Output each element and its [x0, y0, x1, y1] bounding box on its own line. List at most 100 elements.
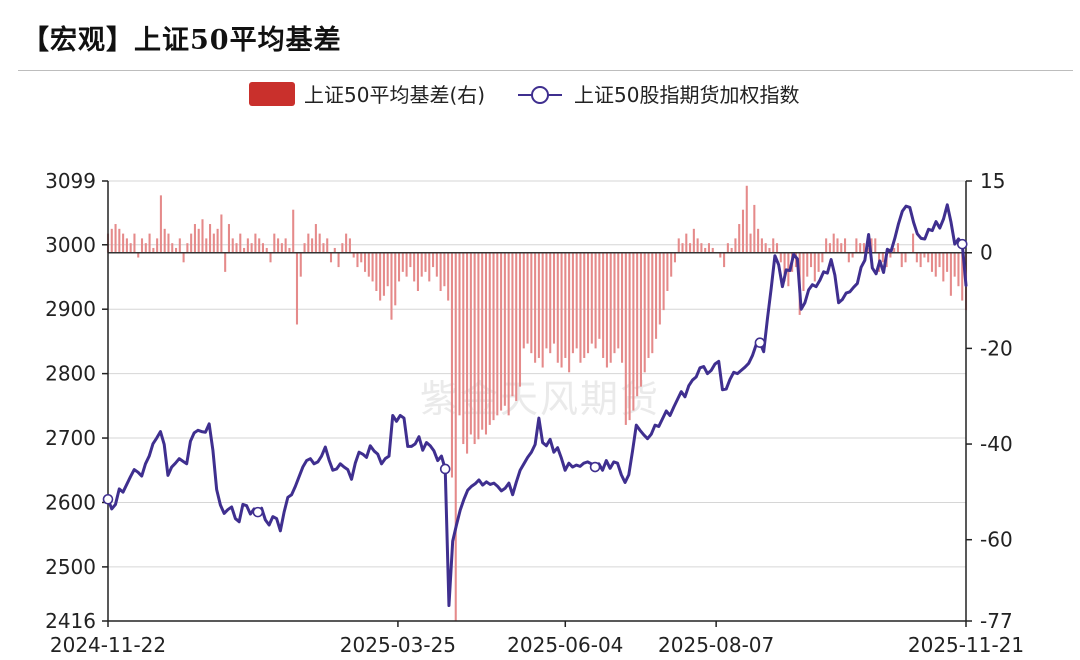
- left-tick-label: 3099: [45, 169, 96, 193]
- basis-bar: [458, 252, 461, 416]
- basis-bar: [420, 252, 423, 277]
- basis-bar: [197, 228, 200, 253]
- basis-bar: [329, 252, 333, 263]
- basis-bar: [186, 243, 189, 253]
- basis-bar: [704, 247, 707, 253]
- basis-bar: [507, 252, 510, 416]
- basis-bar: [545, 252, 548, 349]
- left-tick-label: 3000: [45, 233, 96, 257]
- basis-bar: [556, 252, 559, 363]
- basis-bar: [462, 252, 465, 445]
- title-divider: [18, 70, 1073, 71]
- legend-label-basis[interactable]: 上证50平均基差(右): [304, 83, 485, 107]
- x-tick-label: 2025-06-04: [507, 633, 623, 657]
- basis-bar: [379, 252, 382, 301]
- basis-bar: [639, 252, 642, 387]
- basis-bar: [764, 243, 767, 253]
- basis-bar: [726, 243, 729, 253]
- basis-bar: [492, 252, 495, 421]
- legend: 上证50平均基差(右) 上证50股指期货加权指数: [249, 82, 799, 107]
- basis-bar: [484, 252, 488, 435]
- basis-bar: [182, 252, 185, 263]
- legend-swatch-basis[interactable]: [249, 82, 295, 106]
- basis-bar: [560, 252, 563, 368]
- basis-bar: [530, 252, 533, 354]
- basis-bar: [942, 252, 945, 282]
- basis-bar: [201, 219, 204, 253]
- basis-bar: [246, 238, 249, 253]
- basis-bar: [753, 204, 756, 253]
- left-tick-label: 2900: [45, 297, 96, 321]
- basis-bar: [367, 252, 370, 277]
- basis-bar: [594, 252, 597, 349]
- basis-bar: [398, 252, 401, 282]
- basis-bar: [250, 243, 253, 253]
- basis-bar: [836, 238, 839, 253]
- basis-bar: [870, 238, 873, 253]
- basis-bar: [193, 224, 196, 253]
- basis-bar: [311, 238, 314, 253]
- left-tick-label: 2700: [45, 426, 96, 450]
- basis-bar: [590, 252, 593, 344]
- basis-bar: [526, 252, 529, 344]
- basis-bar: [488, 252, 491, 425]
- right-tick-label: -40: [980, 432, 1013, 456]
- basis-bar: [443, 252, 446, 287]
- basis-bar: [409, 252, 412, 268]
- basis-bar: [586, 252, 590, 354]
- basis-bar: [840, 243, 843, 253]
- basis-bar: [269, 252, 272, 263]
- basis-bar: [549, 252, 552, 354]
- basis-bar: [757, 228, 760, 253]
- basis-bar: [806, 252, 809, 277]
- legend-label-index[interactable]: 上证50股指期货加权指数: [574, 83, 799, 107]
- basis-bar: [817, 252, 820, 272]
- right-tick-label: -20: [980, 336, 1013, 360]
- basis-bar: [118, 228, 121, 253]
- basis-bar: [919, 252, 922, 268]
- basis-bar: [734, 238, 737, 253]
- basis-bar: [209, 224, 212, 253]
- basis-bar: [477, 252, 480, 440]
- basis-bar: [541, 252, 544, 368]
- axes: 2416 2500 2600 2700 2800 2900 3000 3099 -77 -60 -4…: [45, 169, 1024, 657]
- legend-marker-index[interactable]: [531, 86, 549, 104]
- basis-bar: [552, 252, 556, 344]
- basis-bar: [352, 252, 355, 258]
- basis-bar: [326, 238, 329, 253]
- basis-bar: [825, 238, 828, 253]
- basis-bar: [469, 252, 472, 435]
- basis-bar: [915, 252, 918, 263]
- basis-bar: [511, 252, 514, 397]
- basis-bar: [677, 238, 680, 253]
- basis-bar: [152, 247, 155, 253]
- x-tick-label: 2025-11-21: [908, 633, 1024, 657]
- basis-bar: [658, 252, 661, 325]
- left-tick-label: 2800: [45, 362, 96, 386]
- basis-bar: [723, 252, 726, 268]
- basis-bar: [394, 252, 397, 306]
- basis-bar: [133, 233, 136, 253]
- basis-bar: [515, 252, 518, 401]
- basis-bar: [322, 243, 325, 253]
- basis-bar: [900, 252, 903, 268]
- basis-bar: [307, 233, 310, 253]
- basis-bar: [258, 238, 261, 253]
- basis-bar: [681, 243, 684, 253]
- basis-bar: [114, 224, 117, 253]
- x-tick-label: 2025-08-07: [658, 633, 774, 657]
- basis-bar: [934, 252, 937, 277]
- basis-bar: [643, 252, 646, 373]
- basis-bar: [768, 247, 771, 253]
- basis-bar: [938, 252, 941, 268]
- basis-bar: [481, 252, 484, 430]
- basis-bar: [122, 233, 125, 253]
- basis-bar: [341, 243, 344, 253]
- index-line: [102, 203, 968, 608]
- basis-bar: [851, 252, 854, 258]
- basis-bar: [235, 243, 238, 253]
- basis-bar: [405, 252, 408, 277]
- basis-bar: [719, 252, 722, 258]
- basis-bar: [175, 247, 178, 253]
